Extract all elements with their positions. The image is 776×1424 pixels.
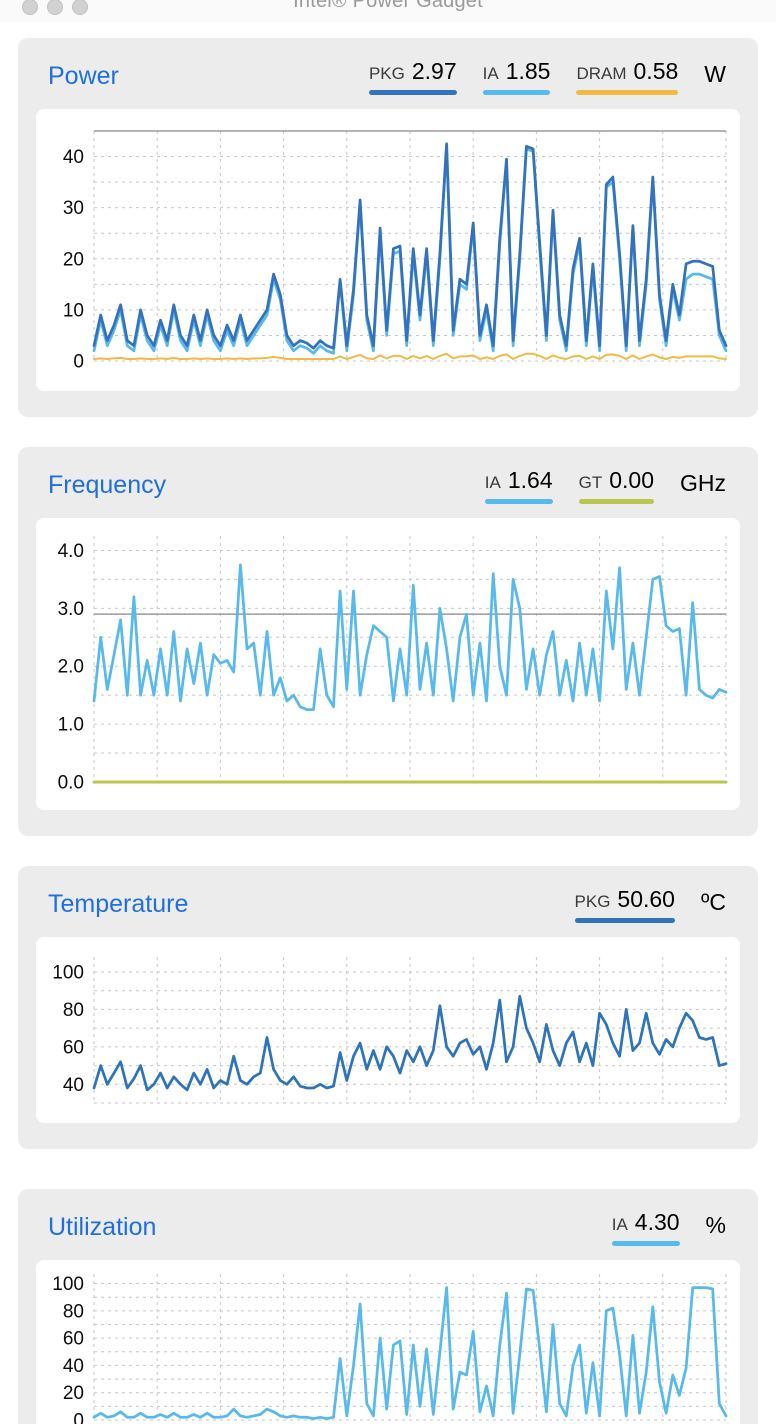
legend-color-bar (368, 90, 457, 95)
frequency-panel: Frequency IA 1.64 GT 0.00 GHz 0.0 1.0 2.0 3… (18, 447, 758, 836)
legend-color-bar (482, 90, 551, 95)
legend-item-gt-frequency: GT 0.00 (578, 467, 654, 504)
legend-item-dram-power: DRAM 0.58 (576, 58, 679, 95)
svg-text:2.0: 2.0 (58, 657, 84, 678)
frequency-legend: IA 1.64 GT 0.00 GHz (484, 467, 726, 504)
svg-text:60: 60 (63, 1037, 84, 1058)
minimize-button[interactable] (47, 0, 63, 15)
chart-canvas: 0 20 40 60 80 100 (52, 1274, 728, 1424)
legend-value: 50.60 (617, 886, 675, 912)
power-panel-title: Power (48, 62, 119, 90)
legend-item-ia-utilization: IA 4.30 (611, 1209, 680, 1246)
legend-item-pkg-power: PKG 2.97 (368, 58, 457, 95)
utilization-legend: IA 4.30 % (611, 1209, 726, 1246)
svg-text:30: 30 (63, 198, 84, 219)
legend-value: 0.00 (609, 467, 654, 493)
legend-value: 4.30 (634, 1209, 680, 1235)
legend-color-bar (484, 499, 553, 504)
chart-canvas: 0.0 1.0 2.0 3.0 4.0 (58, 536, 728, 794)
temperature-panel-header: Temperature PKG 50.60 ºC (36, 886, 740, 923)
legend-color-bar (578, 499, 654, 504)
utilization-panel-header: Utilization IA 4.30 % (36, 1209, 740, 1246)
close-button[interactable] (22, 0, 38, 15)
legend-label: PKG (574, 892, 611, 911)
window-titlebar: Intel® Power Gadget (0, 0, 776, 22)
legend-value: 1.64 (507, 467, 553, 493)
legend-value: 0.58 (633, 58, 679, 84)
unit-label: ºC (700, 889, 726, 915)
legend-label: GT (578, 473, 603, 492)
temperature-panel-title: Temperature (48, 890, 189, 918)
svg-text:40: 40 (63, 1356, 84, 1377)
unit-label: % (705, 1212, 726, 1238)
chart-canvas: 0 10 20 30 40 (63, 130, 728, 373)
legend-label: PKG (368, 64, 405, 83)
chart-canvas: 40 60 80 100 (52, 957, 728, 1104)
svg-text:0: 0 (73, 352, 84, 373)
svg-text:4.0: 4.0 (58, 541, 84, 562)
svg-text:80: 80 (63, 1301, 84, 1322)
legend-value: 2.97 (411, 58, 457, 84)
legend-color-bar (611, 1241, 680, 1246)
frequency-panel-title: Frequency (48, 471, 167, 499)
svg-text:1.0: 1.0 (58, 715, 84, 736)
legend-label: DRAM (576, 64, 627, 83)
temperature-panel: Temperature PKG 50.60 ºC 40 60 80 100 (18, 866, 758, 1149)
svg-text:40: 40 (63, 147, 84, 168)
svg-text:0.0: 0.0 (58, 773, 84, 794)
svg-text:20: 20 (63, 1383, 84, 1404)
power-panel-header: Power PKG 2.97 IA 1.85 DRAM 0.58 (36, 58, 740, 95)
zoom-button[interactable] (72, 0, 88, 15)
legend-value: 1.85 (505, 58, 551, 84)
svg-text:60: 60 (63, 1329, 84, 1350)
svg-text:3.0: 3.0 (58, 599, 84, 620)
legend-label: IA (484, 473, 501, 492)
legend-color-bar (576, 90, 679, 95)
svg-text:20: 20 (63, 249, 84, 270)
svg-text:0: 0 (73, 1411, 84, 1424)
traffic-lights (22, 0, 88, 15)
temperature-legend: PKG 50.60 ºC (574, 886, 726, 923)
power-legend: PKG 2.97 IA 1.85 DRAM 0.58 W (368, 58, 726, 95)
utilization-panel-title: Utilization (48, 1213, 157, 1241)
svg-text:100: 100 (52, 962, 84, 983)
temperature-chart: 40 60 80 100 (36, 937, 740, 1123)
svg-text:10: 10 (63, 300, 84, 321)
power-panel: Power PKG 2.97 IA 1.85 DRAM 0.58 (18, 38, 758, 417)
legend-item-pkg-temperature: PKG 50.60 (574, 886, 675, 923)
legend-color-bar (574, 918, 675, 923)
power-chart: 0 10 20 30 40 (36, 109, 740, 391)
svg-text:100: 100 (52, 1274, 84, 1295)
frequency-panel-header: Frequency IA 1.64 GT 0.00 GHz (36, 467, 740, 504)
legend-item-ia-frequency: IA 1.64 (484, 467, 553, 504)
legend-label: IA (482, 64, 499, 83)
svg-text:80: 80 (63, 1000, 84, 1021)
utilization-panel: Utilization IA 4.30 % 0 20 40 60 80 100 (18, 1189, 758, 1424)
unit-label: GHz (680, 470, 726, 496)
legend-label: IA (611, 1215, 628, 1234)
window-title: Intel® Power Gadget (293, 0, 483, 12)
unit-label: W (704, 61, 726, 87)
legend-item-ia-power: IA 1.85 (482, 58, 551, 95)
utilization-chart: 0 20 40 60 80 100 (36, 1260, 740, 1424)
frequency-chart: 0.0 1.0 2.0 3.0 4.0 (36, 518, 740, 810)
svg-text:40: 40 (63, 1075, 84, 1096)
